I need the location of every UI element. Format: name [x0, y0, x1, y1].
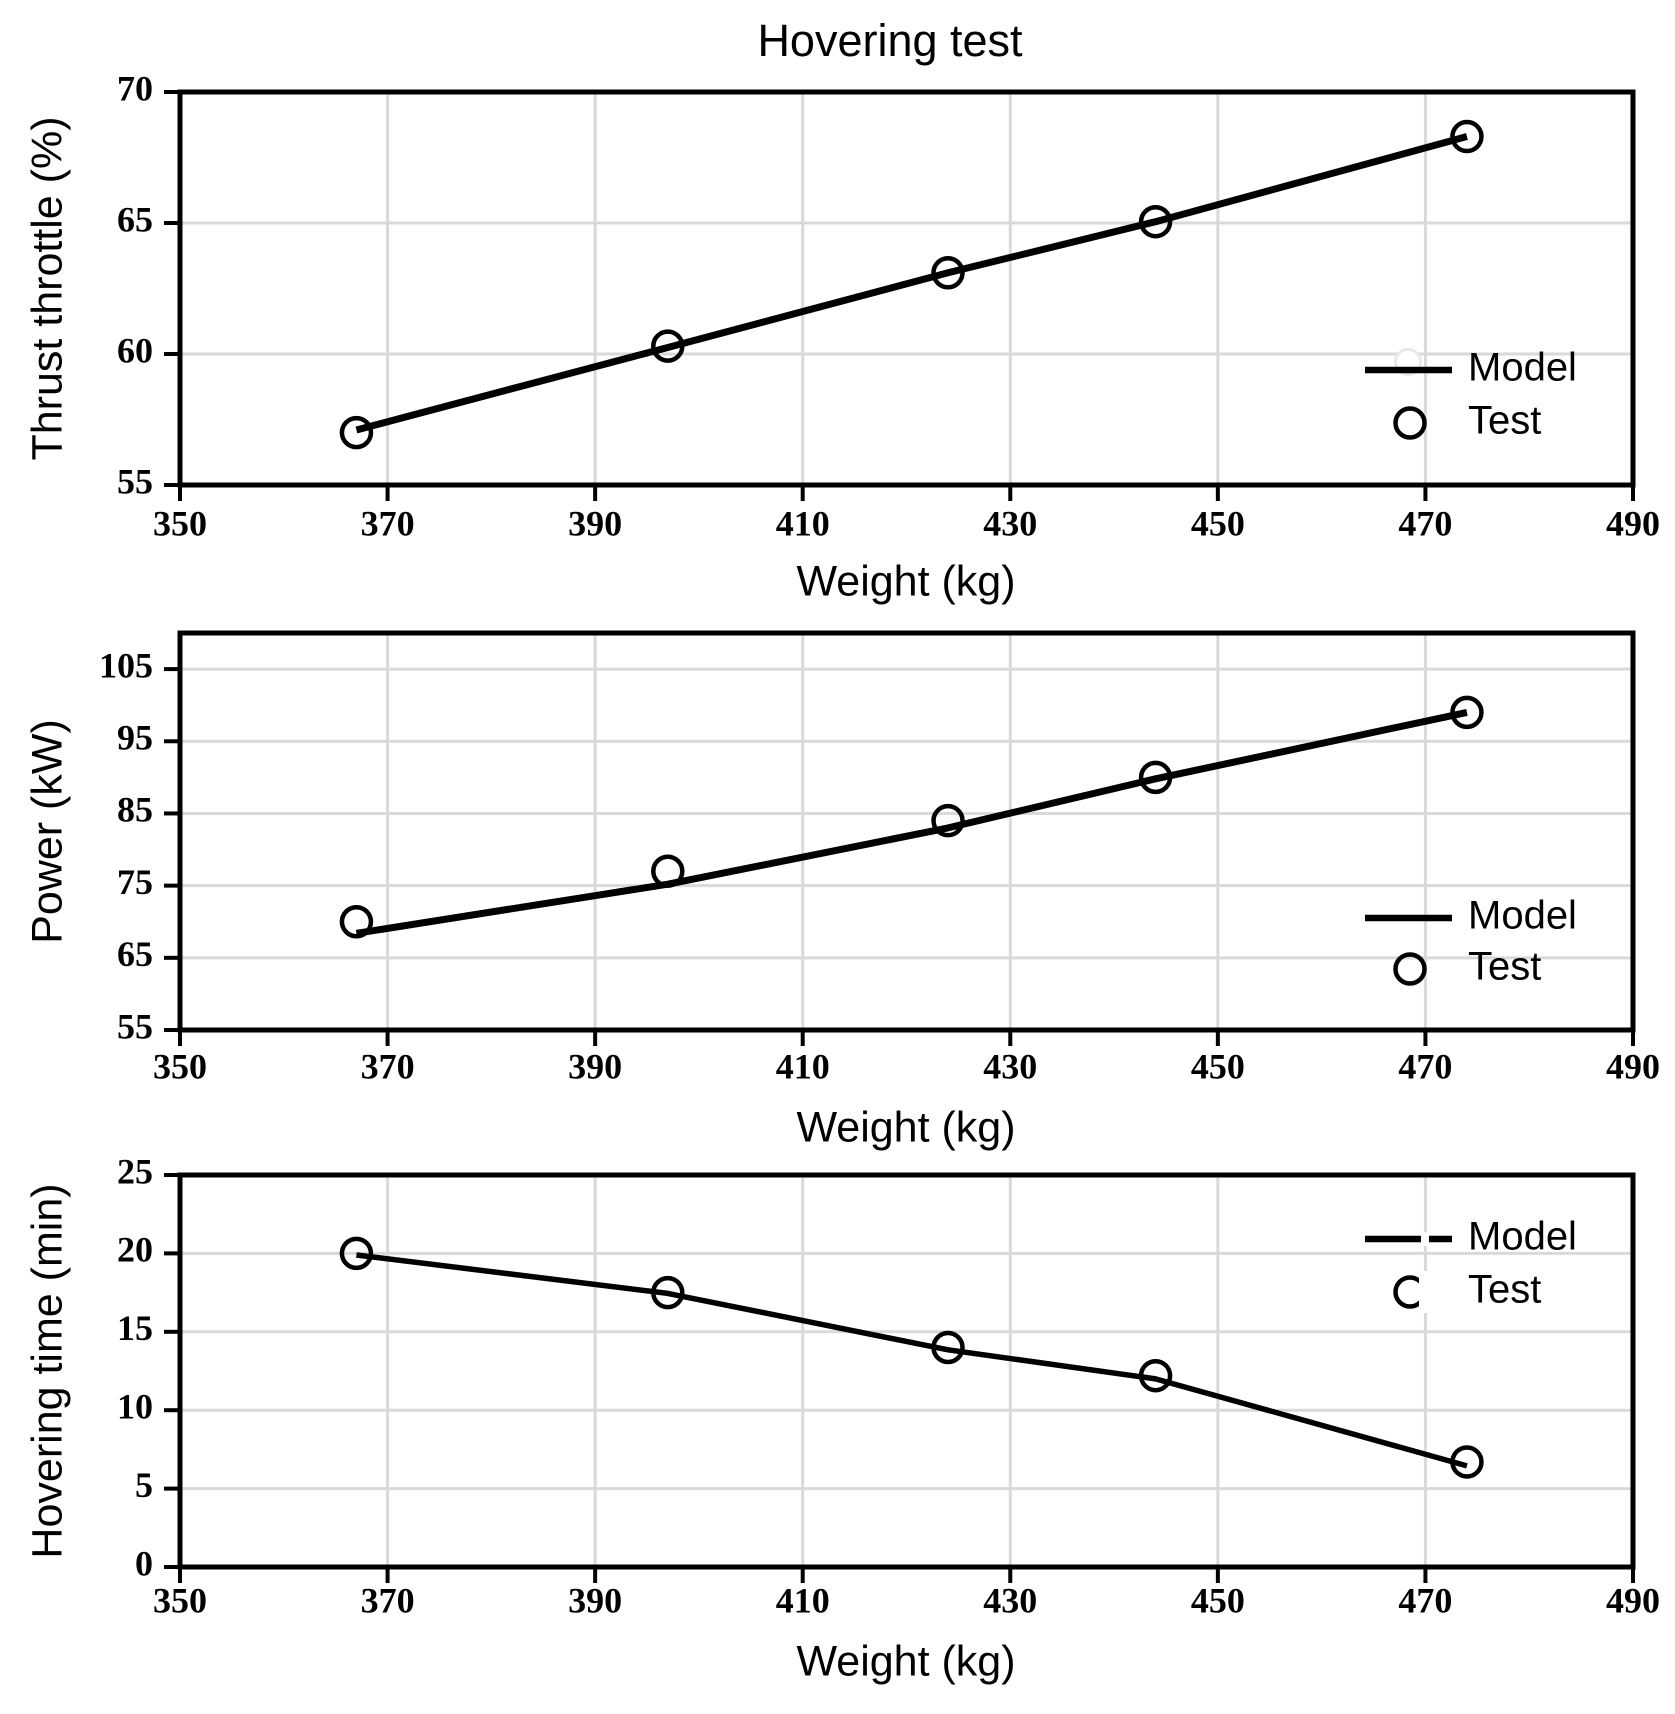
x-axis-tick-label: 390	[568, 1580, 622, 1620]
x-axis-tick-label: 490	[1606, 1046, 1660, 1086]
test-point	[339, 415, 374, 450]
x-axis-tick-label: 410	[776, 1046, 830, 1086]
legend-test-label: Test	[1468, 399, 1541, 443]
test-point	[651, 329, 685, 363]
test-point	[339, 1236, 374, 1271]
x-axis-tick-label: 370	[361, 503, 415, 543]
y-axis-tick-label: 55	[117, 461, 153, 501]
x-axis-tick-label: 350	[153, 1580, 207, 1620]
y-axis-tick-label: 10	[117, 1386, 153, 1426]
x-axis-tick-label: 390	[568, 503, 622, 543]
y-axis-tick-label: 95	[117, 718, 153, 758]
test-point	[651, 1275, 685, 1310]
x-axis-title: Weight (kg)	[796, 557, 1015, 605]
x-axis-tick-label: 470	[1398, 503, 1452, 543]
test-point	[1450, 1445, 1484, 1479]
y-axis-title: Power (kW)	[23, 719, 71, 944]
x-axis-tick-label: 350	[153, 503, 207, 543]
x-axis-tick-label: 370	[361, 1580, 415, 1620]
model-line	[356, 1252, 1468, 1469]
y-axis-tick-label: 5	[135, 1465, 153, 1505]
test-point	[931, 803, 965, 838]
legend-model-label: Model	[1468, 346, 1577, 390]
chart-title: Hovering test	[757, 15, 1023, 66]
x-axis-tick-label: 450	[1191, 1046, 1245, 1086]
test-point	[1138, 760, 1173, 795]
y-axis-tick-label: 55	[117, 1006, 153, 1046]
x-axis-tick-label: 490	[1606, 503, 1660, 543]
x-axis-tick-label: 370	[361, 1046, 415, 1086]
x-axis-tick-label: 490	[1606, 1580, 1660, 1620]
test-point	[1450, 695, 1484, 730]
plot-border	[177, 630, 1636, 1033]
plot-border	[177, 89, 1636, 488]
test-point	[339, 904, 374, 939]
x-axis-tick-label: 450	[1191, 503, 1245, 543]
x-axis-tick-label: 410	[776, 503, 830, 543]
legend-circle-mask	[1419, 1271, 1430, 1313]
y-axis-tick-label: 60	[117, 330, 153, 370]
x-axis-tick-label: 430	[983, 1046, 1037, 1086]
x-axis-tick-label: 350	[153, 1046, 207, 1086]
legend-test-label: Test	[1468, 945, 1541, 989]
model-line	[355, 708, 1468, 937]
test-point	[1138, 1358, 1173, 1393]
test-point	[931, 256, 965, 290]
y-axis-tick-label: 105	[99, 645, 153, 685]
legend-test-label: Test	[1468, 1268, 1541, 1312]
test-point	[931, 1330, 965, 1365]
y-axis-tick-label: 65	[117, 934, 153, 974]
legend-model-label: Model	[1468, 1215, 1577, 1259]
chart-3: 350 370 390 410 430 450 470 490 0 5 10 15 20 25 Weight…	[23, 1151, 1660, 1685]
legend-test-key-icon	[1393, 952, 1427, 986]
y-axis-tick-label: 25	[117, 1151, 153, 1191]
y-axis-tick-label: 75	[117, 862, 153, 902]
y-axis-tick-label: 70	[117, 68, 153, 108]
chart-1: 350 370 390 410 430 450 470 490 55 60 65 70 Hovering…	[23, 15, 1660, 605]
legend-test-key-icon	[1393, 406, 1427, 440]
test-point	[1138, 204, 1173, 239]
x-axis-tick-label: 390	[568, 1046, 622, 1086]
model-line	[355, 133, 1468, 434]
x-axis-title: Weight (kg)	[796, 1103, 1015, 1151]
y-axis-tick-label: 0	[135, 1543, 153, 1583]
y-axis-title: Hovering time (min)	[23, 1183, 71, 1558]
x-axis-tick-label: 430	[983, 503, 1037, 543]
y-axis-tick-label: 65	[117, 199, 153, 239]
legend-model-label: Model	[1468, 894, 1577, 938]
y-axis-title: Thrust throttle (%)	[23, 116, 71, 460]
chart-2: 350 370 390 410 430 450 470 490 55 65 75 85 95 105 Wei…	[23, 630, 1660, 1151]
x-axis-tick-label: 430	[983, 1580, 1037, 1620]
y-axis-tick-label: 20	[117, 1230, 153, 1270]
x-axis-tick-label: 410	[776, 1580, 830, 1620]
legend-key-gap-mask	[1421, 1232, 1429, 1246]
x-axis-tick-label: 470	[1398, 1580, 1452, 1620]
plot-border	[177, 1172, 1636, 1570]
test-point	[651, 854, 685, 888]
x-axis-title: Weight (kg)	[796, 1637, 1015, 1685]
x-axis-tick-label: 450	[1191, 1580, 1245, 1620]
y-axis-tick-label: 85	[117, 790, 153, 830]
y-axis-tick-label: 15	[117, 1308, 153, 1348]
x-axis-tick-label: 470	[1398, 1046, 1452, 1086]
test-point	[1450, 119, 1484, 154]
